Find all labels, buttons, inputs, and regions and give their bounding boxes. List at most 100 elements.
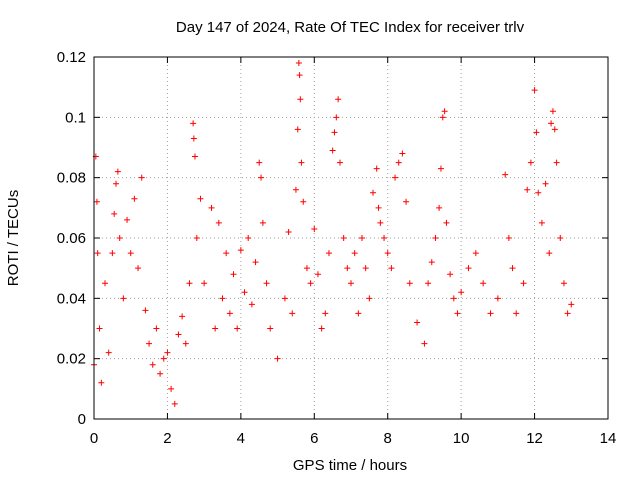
data-point <box>160 355 167 362</box>
data-point <box>333 114 340 121</box>
data-point <box>292 186 299 193</box>
data-point <box>149 361 156 368</box>
data-point <box>237 247 244 254</box>
data-point <box>114 168 121 175</box>
data-point <box>146 340 153 347</box>
data-point <box>131 195 138 202</box>
data-point <box>96 325 103 332</box>
data-point <box>414 319 421 326</box>
data-point <box>527 159 534 166</box>
data-point <box>245 235 252 241</box>
data-point <box>281 295 288 302</box>
data-point <box>436 204 443 211</box>
grid-lines <box>94 57 608 419</box>
data-point <box>542 180 549 187</box>
data-point <box>138 174 145 181</box>
x-tick-label: 4 <box>237 430 245 447</box>
data-point <box>531 87 538 94</box>
data-point <box>553 159 560 166</box>
data-point <box>263 280 270 287</box>
data-point <box>533 129 540 136</box>
data-point <box>509 265 516 272</box>
data-point <box>190 120 197 127</box>
axis-ticks: 0 2 4 6 8 10 12 14 0 0.02 0.04 0.06 0.08 0.1 0.12 <box>57 49 617 447</box>
y-axis-label: ROTI / TECUs <box>5 190 22 286</box>
data-point <box>248 301 255 308</box>
data-point <box>113 180 120 187</box>
data-point <box>197 195 204 202</box>
data-point <box>157 370 164 377</box>
data-point <box>294 126 301 133</box>
data-point <box>548 120 555 127</box>
data-point <box>109 250 116 257</box>
data-point <box>359 235 366 241</box>
data-point <box>289 310 296 317</box>
data-point <box>546 250 553 257</box>
data-point <box>94 250 101 257</box>
data-point <box>439 114 446 121</box>
data-point <box>296 72 303 79</box>
data-point <box>381 235 388 241</box>
data-point <box>472 250 479 257</box>
x-tick-label: 0 <box>90 430 98 447</box>
data-point <box>98 379 105 386</box>
data-point <box>340 235 347 241</box>
data-point <box>219 295 226 302</box>
data-point <box>351 250 358 257</box>
data-point <box>443 219 450 226</box>
data-point <box>311 225 318 232</box>
data-point <box>465 265 472 272</box>
data-points <box>91 60 575 407</box>
y-tick-label: 0.02 <box>57 351 86 368</box>
data-point <box>234 325 241 332</box>
data-point <box>111 210 118 217</box>
data-point <box>322 310 329 317</box>
y-tick-label: 0 <box>78 411 86 428</box>
data-point <box>191 153 198 160</box>
data-point <box>223 250 230 257</box>
data-point <box>201 280 208 287</box>
data-point <box>362 265 369 272</box>
data-point <box>335 96 342 103</box>
data-point <box>355 310 362 317</box>
data-point <box>344 265 351 272</box>
x-tick-label: 2 <box>163 430 171 447</box>
x-axis-label: GPS time / hours <box>293 457 407 474</box>
data-point <box>168 385 175 392</box>
data-point <box>447 271 454 278</box>
data-point <box>336 159 343 166</box>
data-point <box>314 271 321 278</box>
data-point <box>487 310 494 317</box>
data-point <box>377 219 384 226</box>
data-point <box>560 280 567 287</box>
data-point <box>549 108 556 115</box>
x-tick-label: 6 <box>310 430 318 447</box>
data-point <box>348 280 354 287</box>
data-point <box>437 165 444 172</box>
data-point <box>520 280 527 287</box>
data-point <box>193 235 200 241</box>
x-tick-label: 12 <box>526 430 543 447</box>
data-point <box>259 219 266 226</box>
y-tick-label: 0.1 <box>65 109 86 126</box>
data-point <box>300 198 307 205</box>
data-point <box>535 189 542 196</box>
data-point <box>325 250 332 257</box>
data-point <box>298 159 305 166</box>
data-point <box>564 310 571 317</box>
data-point <box>153 325 160 332</box>
data-point <box>513 310 520 317</box>
data-point <box>425 280 432 287</box>
data-point <box>179 313 186 320</box>
data-point <box>171 400 178 407</box>
data-point <box>388 265 395 272</box>
data-point <box>373 165 380 172</box>
data-point <box>538 219 545 226</box>
data-point <box>395 159 402 166</box>
y-tick-label: 0.06 <box>57 230 86 247</box>
data-point <box>303 265 310 272</box>
data-point <box>230 271 237 278</box>
data-point <box>241 289 248 296</box>
x-tick-label: 14 <box>600 430 617 447</box>
data-point <box>502 171 509 178</box>
